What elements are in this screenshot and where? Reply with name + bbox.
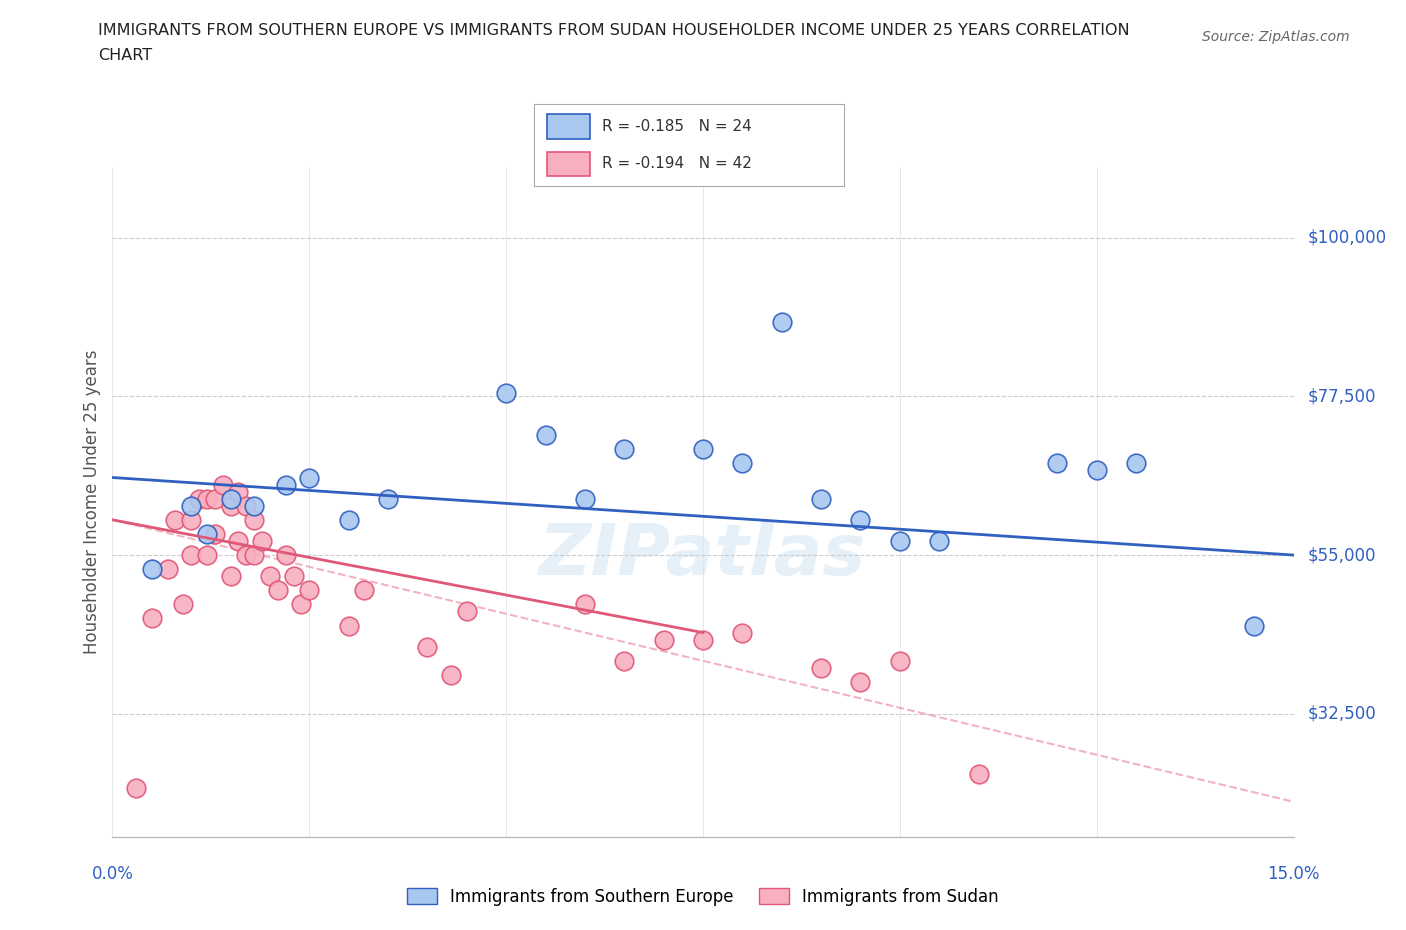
Point <box>967 766 990 781</box>
Point <box>188 491 211 506</box>
Point <box>534 428 557 443</box>
Point <box>613 654 636 669</box>
Point <box>574 597 596 612</box>
Point <box>731 456 754 471</box>
Point <box>889 534 911 549</box>
Point <box>574 491 596 506</box>
Text: CHART: CHART <box>98 48 152 63</box>
Point <box>195 491 218 506</box>
Point <box>810 660 832 675</box>
Point <box>250 534 273 549</box>
Text: 0.0%: 0.0% <box>91 865 134 883</box>
Text: $32,500: $32,500 <box>1308 705 1376 723</box>
Point <box>204 526 226 541</box>
Point <box>165 512 187 527</box>
Point <box>235 548 257 563</box>
Point <box>353 583 375 598</box>
Point <box>495 386 517 401</box>
Point <box>141 611 163 626</box>
Text: R = -0.194   N = 42: R = -0.194 N = 42 <box>602 156 752 171</box>
Point <box>377 491 399 506</box>
Point <box>243 512 266 527</box>
Point <box>652 632 675 647</box>
Point <box>1125 456 1147 471</box>
Point <box>243 548 266 563</box>
Text: 15.0%: 15.0% <box>1267 865 1320 883</box>
Point <box>156 562 179 577</box>
Point <box>889 654 911 669</box>
Point <box>180 512 202 527</box>
Point <box>1243 618 1265 633</box>
Point <box>283 569 305 584</box>
Point <box>219 569 242 584</box>
Point <box>219 491 242 506</box>
Point <box>172 597 194 612</box>
Point <box>219 498 242 513</box>
Point <box>1085 463 1108 478</box>
Text: R = -0.185   N = 24: R = -0.185 N = 24 <box>602 119 752 134</box>
Point <box>298 583 321 598</box>
Text: $77,500: $77,500 <box>1308 388 1376 405</box>
Text: $100,000: $100,000 <box>1308 229 1386 246</box>
Point <box>440 668 463 683</box>
Text: ZIPatlas: ZIPatlas <box>540 522 866 591</box>
Point <box>290 597 312 612</box>
Point <box>235 498 257 513</box>
Legend: Immigrants from Southern Europe, Immigrants from Sudan: Immigrants from Southern Europe, Immigra… <box>401 881 1005 912</box>
Point <box>692 632 714 647</box>
Point <box>211 477 233 492</box>
Point <box>692 442 714 457</box>
FancyBboxPatch shape <box>547 152 591 176</box>
Text: IMMIGRANTS FROM SOUTHERN EUROPE VS IMMIGRANTS FROM SUDAN HOUSEHOLDER INCOME UNDE: IMMIGRANTS FROM SOUTHERN EUROPE VS IMMIG… <box>98 23 1130 38</box>
Point <box>228 485 250 499</box>
Y-axis label: Householder Income Under 25 years: Householder Income Under 25 years <box>83 350 101 655</box>
Point <box>1046 456 1069 471</box>
Point <box>180 548 202 563</box>
Point <box>195 526 218 541</box>
Text: $55,000: $55,000 <box>1308 546 1376 565</box>
Point <box>141 562 163 577</box>
Point <box>456 604 478 618</box>
Point <box>228 534 250 549</box>
Point <box>337 512 360 527</box>
Point <box>770 315 793 330</box>
Point <box>195 548 218 563</box>
Point <box>613 442 636 457</box>
Point <box>731 625 754 640</box>
Point <box>125 780 148 795</box>
Point <box>849 674 872 689</box>
Point <box>243 498 266 513</box>
Text: Source: ZipAtlas.com: Source: ZipAtlas.com <box>1202 30 1350 44</box>
Point <box>204 491 226 506</box>
FancyBboxPatch shape <box>547 114 591 139</box>
Point <box>810 491 832 506</box>
Point <box>180 498 202 513</box>
Point <box>298 470 321 485</box>
Point <box>928 534 950 549</box>
Point <box>274 477 297 492</box>
Point <box>267 583 290 598</box>
Point <box>849 512 872 527</box>
Point <box>337 618 360 633</box>
Point <box>259 569 281 584</box>
Point <box>416 639 439 654</box>
Point <box>274 548 297 563</box>
